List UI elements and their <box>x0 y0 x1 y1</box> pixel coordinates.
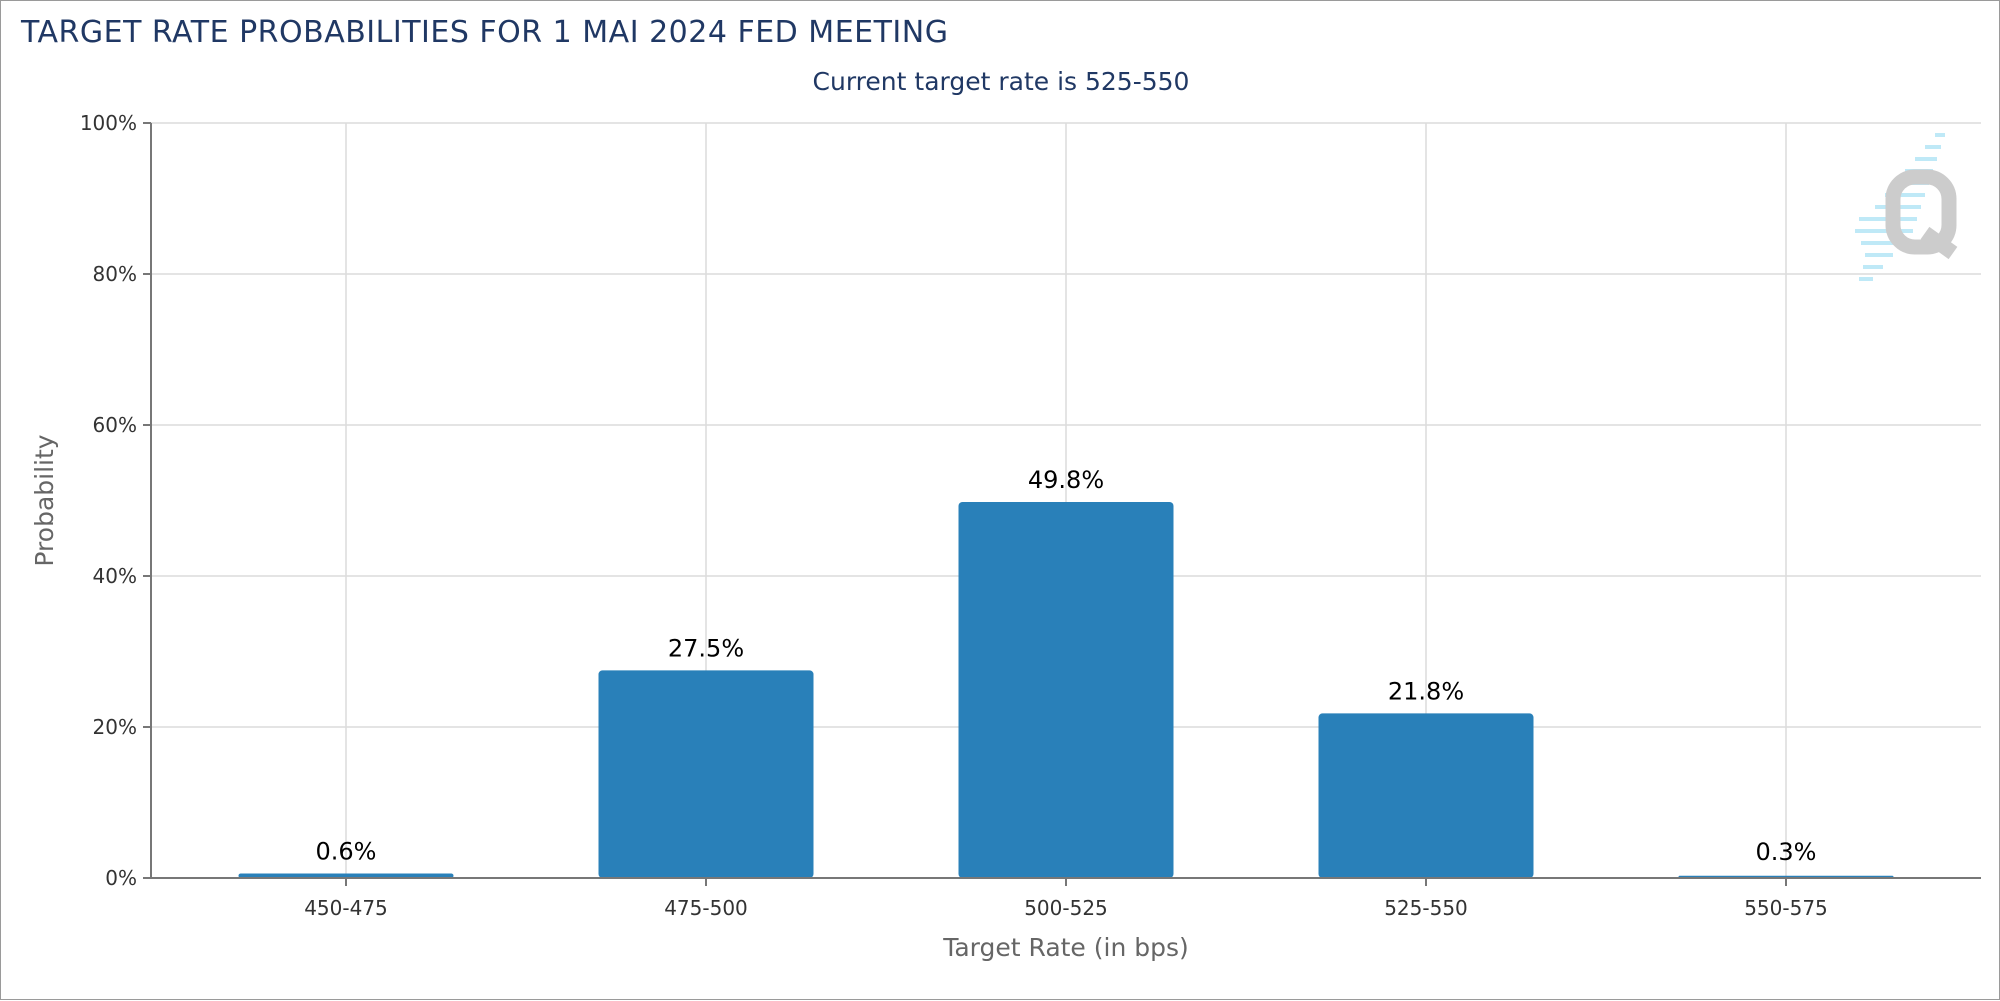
bars <box>238 502 1894 878</box>
bar[interactable] <box>958 502 1174 878</box>
bar[interactable] <box>598 670 814 878</box>
y-axis-title: Probability <box>30 434 59 566</box>
bar[interactable] <box>238 873 454 878</box>
data-labels: 0.6% 27.5% 49.8% 21.8% 0.3% <box>316 466 1817 866</box>
x-tick-label: 475-500 <box>664 896 748 920</box>
x-tick-label: 525-550 <box>1384 896 1468 920</box>
y-axis-ticks: 0% 20% 40% 60% 80% 100% <box>80 111 151 890</box>
y-tick-label: 40% <box>93 564 137 588</box>
bar[interactable] <box>1318 713 1534 878</box>
x-axis-ticks: 450-475 475-500 500-525 525-550 550-575 <box>304 878 1828 920</box>
bar-value-label: 49.8% <box>1028 466 1104 494</box>
bar-value-label: 0.6% <box>316 837 377 865</box>
y-tick-label: 80% <box>93 262 137 286</box>
y-tick-label: 0% <box>105 866 137 890</box>
y-tick-label: 20% <box>93 715 137 739</box>
chart-title: TARGET RATE PROBABILITIES FOR 1 MAI 2024… <box>21 15 949 50</box>
bar-value-label: 27.5% <box>668 634 744 662</box>
x-tick-label: 550-575 <box>1744 896 1828 920</box>
bar-value-label: 0.3% <box>1756 838 1817 866</box>
chart-subtitle: Current target rate is 525-550 <box>812 67 1190 96</box>
x-axis-title: Target Rate (in bps) <box>942 933 1189 962</box>
q-logo-icon <box>1855 133 1958 281</box>
x-tick-label: 500-525 <box>1024 896 1108 920</box>
bar-value-label: 21.8% <box>1388 677 1464 705</box>
x-tick-label: 450-475 <box>304 896 388 920</box>
y-tick-label: 60% <box>93 413 137 437</box>
y-tick-label: 100% <box>80 111 137 135</box>
